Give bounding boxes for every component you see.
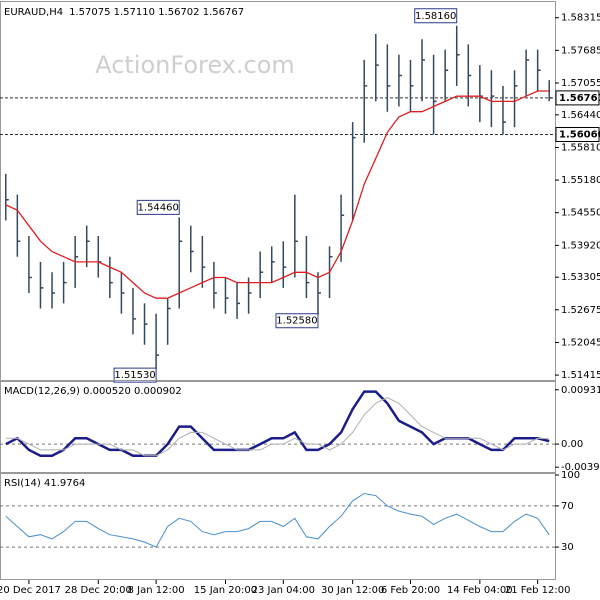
annotation-label: 1.58160 [415,11,456,22]
y-tick-label: 100 [561,470,580,481]
ohlc-bar [270,246,275,283]
ohlc-bar [201,236,206,288]
series-line [5,396,550,457]
ohlc-bar [490,70,495,128]
ohlc-bar [305,236,310,299]
ohlc-bar [282,241,287,288]
ohlc-bar [247,277,252,314]
ohlc-bar [85,225,90,268]
annotation-box [136,199,180,215]
ohlc-bar [398,54,402,107]
panel-title: MACD(12,26,9) 0.000520 0.000902 [4,386,182,397]
y-tick-label: 1.57055 [561,78,600,89]
panel-title: EURAUD,H4 1.57075 1.57110 1.56702 1.56767 [4,7,244,18]
ohlc-bar [224,277,229,314]
y-tick-label: 0.009312 [561,385,600,396]
y-tick-label: 1.56440 [561,110,600,121]
watermark: ActionForex.com [95,51,295,79]
y-tick-label: 1.57685 [561,45,600,56]
ohlc-bar [39,261,44,309]
x-tick-label: 20 Dec 2017 [0,585,61,596]
ohlc-bar [259,251,264,299]
ohlc-bar [363,59,368,143]
y-tick-label: 30 [561,542,574,553]
ohlc-bar [155,313,160,370]
title: EURAUD,H4 [4,7,63,18]
y-tick-label: 0.00 [561,439,583,450]
y-tick-label: 1.51415 [561,370,600,381]
ohlc-bar [28,236,32,293]
annotation-box [275,313,319,329]
y-tick-label: -0.003958 [561,462,600,473]
ohlc-bar [213,261,217,309]
annotation-label: 1.52580 [276,316,317,327]
y-tick-label: 1.58315 [561,13,600,24]
level-box [555,127,600,143]
ohlc-bar [386,44,391,112]
title: RSI(14) 41.9764 [4,478,85,489]
y-tick-label: 1.55180 [561,175,600,186]
ohlc-bar [421,39,426,102]
x-tick-label: 30 Jan 12:00 [321,585,384,596]
ohlc-bar [375,34,379,102]
ohlc-bar [548,80,553,102]
y-tick-label: 1.53305 [561,272,600,283]
series-line [5,492,550,548]
y-tick-label: 1.53920 [561,240,600,251]
ohlc-bar [16,194,21,257]
ohlc-bar [444,49,449,102]
title: MACD(12,26,9) 0.000520 0.000902 [4,386,182,397]
ohlc-bar [109,256,113,299]
ohlc-bar [432,54,437,135]
ohlc-bar [513,70,518,128]
annotation-label: 1.51530 [114,370,155,381]
ohlc-bar [351,122,356,221]
x-tick-label: 28 Dec 20:00 [65,585,132,596]
level-box [555,90,600,106]
ohlc-bar [455,25,460,86]
ohlc-bar [190,225,194,273]
level-label: 1.56767 [559,93,600,104]
panel-title: RSI(14) 41.9764 [4,478,85,489]
quote: 1.57075 1.57110 1.56702 1.56767 [69,7,244,18]
y-tick-label: 1.54550 [561,208,600,219]
panel-frame [0,380,556,474]
ohlc-bar [294,194,298,278]
ohlc-bar [62,261,67,304]
y-tick-label: 70 [561,501,574,512]
ohlc-bar [166,298,171,345]
y-tick-label: 1.52675 [561,305,600,316]
x-tick-label: 21 Feb 12:00 [505,585,571,596]
annotation-label: 1.54460 [138,202,179,213]
y-tick-label: 1.52045 [561,337,600,348]
ohlc-bar [51,272,56,309]
ohlc-bar [317,272,321,315]
ohlc-bar [236,282,241,319]
level-label: 1.56060 [559,130,600,141]
x-tick-label: 23 Jan 04:00 [252,585,315,596]
y-tick-label: 1.55810 [561,142,600,153]
x-tick-label: 6 Feb 20:00 [381,585,440,596]
ohlc-bar [525,49,530,97]
ohlc-bar [409,59,414,112]
panel-frame [0,1,556,382]
annotation-box [113,367,157,383]
panel-frame [0,472,556,580]
series-line [5,90,550,299]
ohlc-bar [132,287,136,335]
x-tick-label: 14 Feb 04:00 [447,585,513,596]
ohlc-bar [120,272,125,314]
ohlc-bar [5,173,9,221]
ohlc-bar [143,303,148,345]
annotation-box [414,8,458,24]
x-tick-label: 8 Jan 12:00 [128,585,185,596]
x-tick-label: 15 Jan 20:00 [194,585,257,596]
ohlc-bar [502,85,506,135]
ohlc-bar [536,49,541,92]
